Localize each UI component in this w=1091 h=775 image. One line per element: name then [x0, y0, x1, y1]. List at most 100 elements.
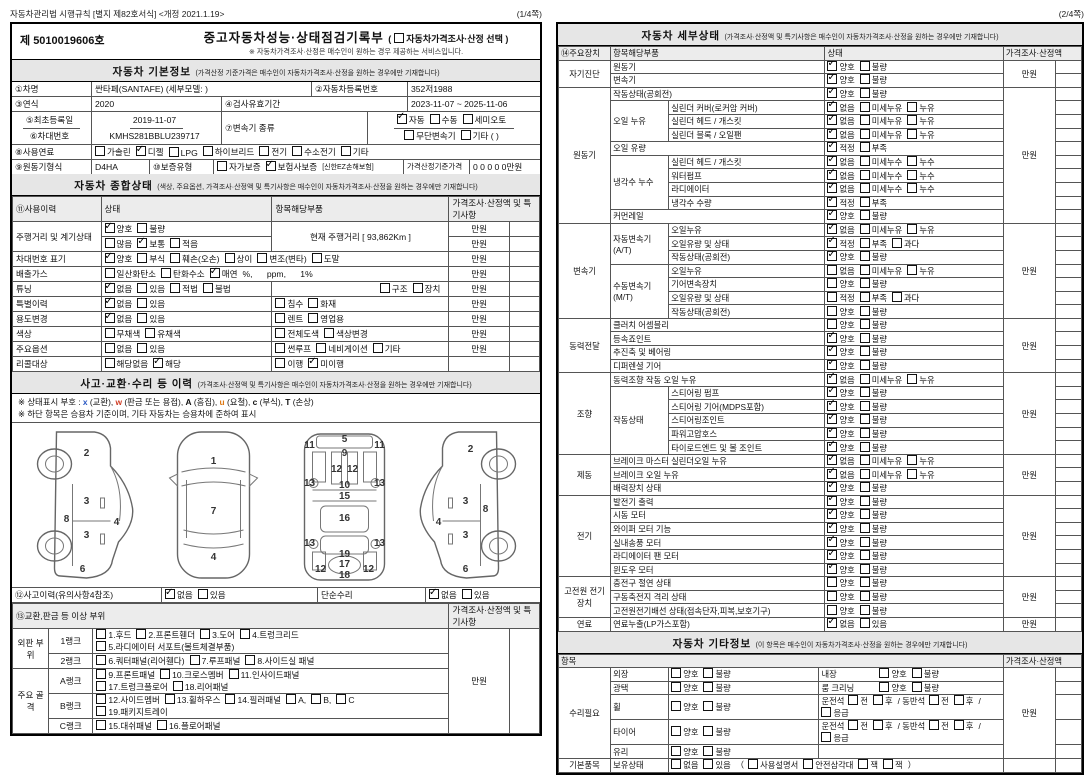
- checkbox[interactable]: [275, 313, 286, 323]
- checkbox[interactable]: [827, 278, 838, 289]
- checkbox[interactable]: [848, 720, 859, 731]
- checkbox[interactable]: [671, 668, 682, 679]
- checkbox[interactable]: [703, 726, 714, 737]
- checkbox[interactable]: [859, 346, 870, 357]
- checkbox[interactable]: [859, 61, 870, 71]
- checkbox[interactable]: [104, 343, 115, 353]
- checkbox[interactable]: [929, 695, 940, 706]
- checkbox[interactable]: [827, 264, 838, 275]
- checkbox[interactable]: [412, 283, 423, 293]
- checkbox[interactable]: [671, 701, 682, 712]
- checkbox-checked[interactable]: [827, 88, 838, 99]
- checkbox-checked[interactable]: [827, 101, 838, 112]
- checkbox-checked[interactable]: [827, 129, 838, 139]
- checkbox[interactable]: [859, 210, 870, 221]
- checkbox-checked[interactable]: [827, 496, 838, 506]
- checkbox[interactable]: [859, 251, 870, 262]
- checkbox[interactable]: [96, 641, 107, 652]
- checkbox[interactable]: [104, 358, 115, 368]
- price-survey-select-checkbox[interactable]: [393, 33, 404, 43]
- checkbox[interactable]: [170, 283, 181, 293]
- checkbox[interactable]: [859, 618, 870, 629]
- checkbox[interactable]: [161, 268, 172, 278]
- checkbox[interactable]: [429, 113, 440, 124]
- checkbox[interactable]: [859, 305, 870, 316]
- checkbox[interactable]: [316, 343, 327, 353]
- checkbox-checked[interactable]: [827, 346, 838, 357]
- checkbox[interactable]: [164, 694, 175, 705]
- checkbox[interactable]: [907, 264, 918, 275]
- checkbox[interactable]: [873, 720, 883, 731]
- checkbox-checked[interactable]: [827, 373, 838, 384]
- checkbox[interactable]: [907, 455, 918, 466]
- checkbox[interactable]: [879, 682, 890, 693]
- checkbox-checked[interactable]: [827, 251, 838, 262]
- checkbox[interactable]: [136, 629, 147, 640]
- checkbox-checked[interactable]: [827, 115, 838, 126]
- checkbox[interactable]: [224, 253, 235, 263]
- checkbox[interactable]: [827, 319, 838, 330]
- checkbox[interactable]: [859, 360, 870, 370]
- checkbox[interactable]: [145, 328, 156, 338]
- checkbox[interactable]: [308, 313, 319, 323]
- checkbox[interactable]: [907, 169, 918, 180]
- checkbox[interactable]: [859, 455, 870, 466]
- checkbox[interactable]: [953, 720, 964, 731]
- checkbox[interactable]: [859, 237, 870, 248]
- checkbox[interactable]: [859, 332, 870, 343]
- checkbox[interactable]: [197, 589, 208, 600]
- checkbox-checked[interactable]: [137, 238, 148, 248]
- checkbox-checked[interactable]: [165, 587, 175, 600]
- checkbox-checked[interactable]: [827, 61, 838, 71]
- checkbox[interactable]: [859, 496, 870, 506]
- checkbox-checked[interactable]: [827, 210, 838, 221]
- checkbox[interactable]: [859, 264, 870, 275]
- checkbox[interactable]: [859, 197, 870, 207]
- checkbox[interactable]: [703, 759, 714, 770]
- checkbox[interactable]: [827, 591, 838, 602]
- checkbox-checked[interactable]: [827, 428, 838, 438]
- checkbox[interactable]: [911, 668, 922, 679]
- checkbox[interactable]: [275, 358, 286, 368]
- checkbox[interactable]: [953, 695, 964, 706]
- checkbox[interactable]: [859, 468, 870, 479]
- checkbox[interactable]: [96, 629, 107, 640]
- checkbox[interactable]: [859, 292, 870, 302]
- checkbox[interactable]: [461, 589, 472, 600]
- checkbox[interactable]: [907, 468, 918, 479]
- checkbox[interactable]: [160, 669, 171, 680]
- checkbox[interactable]: [189, 655, 200, 666]
- checkbox[interactable]: [827, 604, 838, 615]
- checkbox[interactable]: [827, 305, 838, 316]
- checkbox[interactable]: [137, 253, 148, 263]
- checkbox[interactable]: [858, 759, 869, 770]
- checkbox[interactable]: [245, 655, 256, 666]
- checkbox[interactable]: [907, 224, 918, 235]
- checkbox-checked[interactable]: [827, 414, 838, 425]
- checkbox[interactable]: [821, 707, 832, 718]
- checkbox[interactable]: [859, 550, 870, 561]
- checkbox[interactable]: [892, 237, 903, 248]
- checkbox[interactable]: [859, 319, 870, 330]
- checkbox[interactable]: [104, 328, 115, 338]
- checkbox[interactable]: [848, 695, 859, 706]
- checkbox-checked[interactable]: [827, 197, 838, 207]
- checkbox-checked[interactable]: [827, 387, 838, 398]
- checkbox[interactable]: [137, 283, 148, 293]
- checkbox[interactable]: [859, 74, 870, 85]
- checkbox[interactable]: [892, 292, 903, 302]
- checkbox[interactable]: [859, 441, 870, 452]
- checkbox-checked[interactable]: [827, 142, 838, 153]
- checkbox[interactable]: [703, 668, 714, 679]
- checkbox[interactable]: [821, 732, 832, 743]
- checkbox-checked[interactable]: [827, 441, 838, 452]
- checkbox-checked[interactable]: [827, 332, 838, 343]
- checkbox[interactable]: [859, 224, 870, 235]
- checkbox-checked[interactable]: [827, 455, 838, 466]
- checkbox[interactable]: [879, 668, 890, 679]
- checkbox[interactable]: [907, 183, 918, 194]
- checkbox[interactable]: [240, 629, 251, 640]
- checkbox[interactable]: [324, 328, 335, 338]
- checkbox-checked[interactable]: [104, 283, 115, 293]
- checkbox[interactable]: [859, 115, 870, 126]
